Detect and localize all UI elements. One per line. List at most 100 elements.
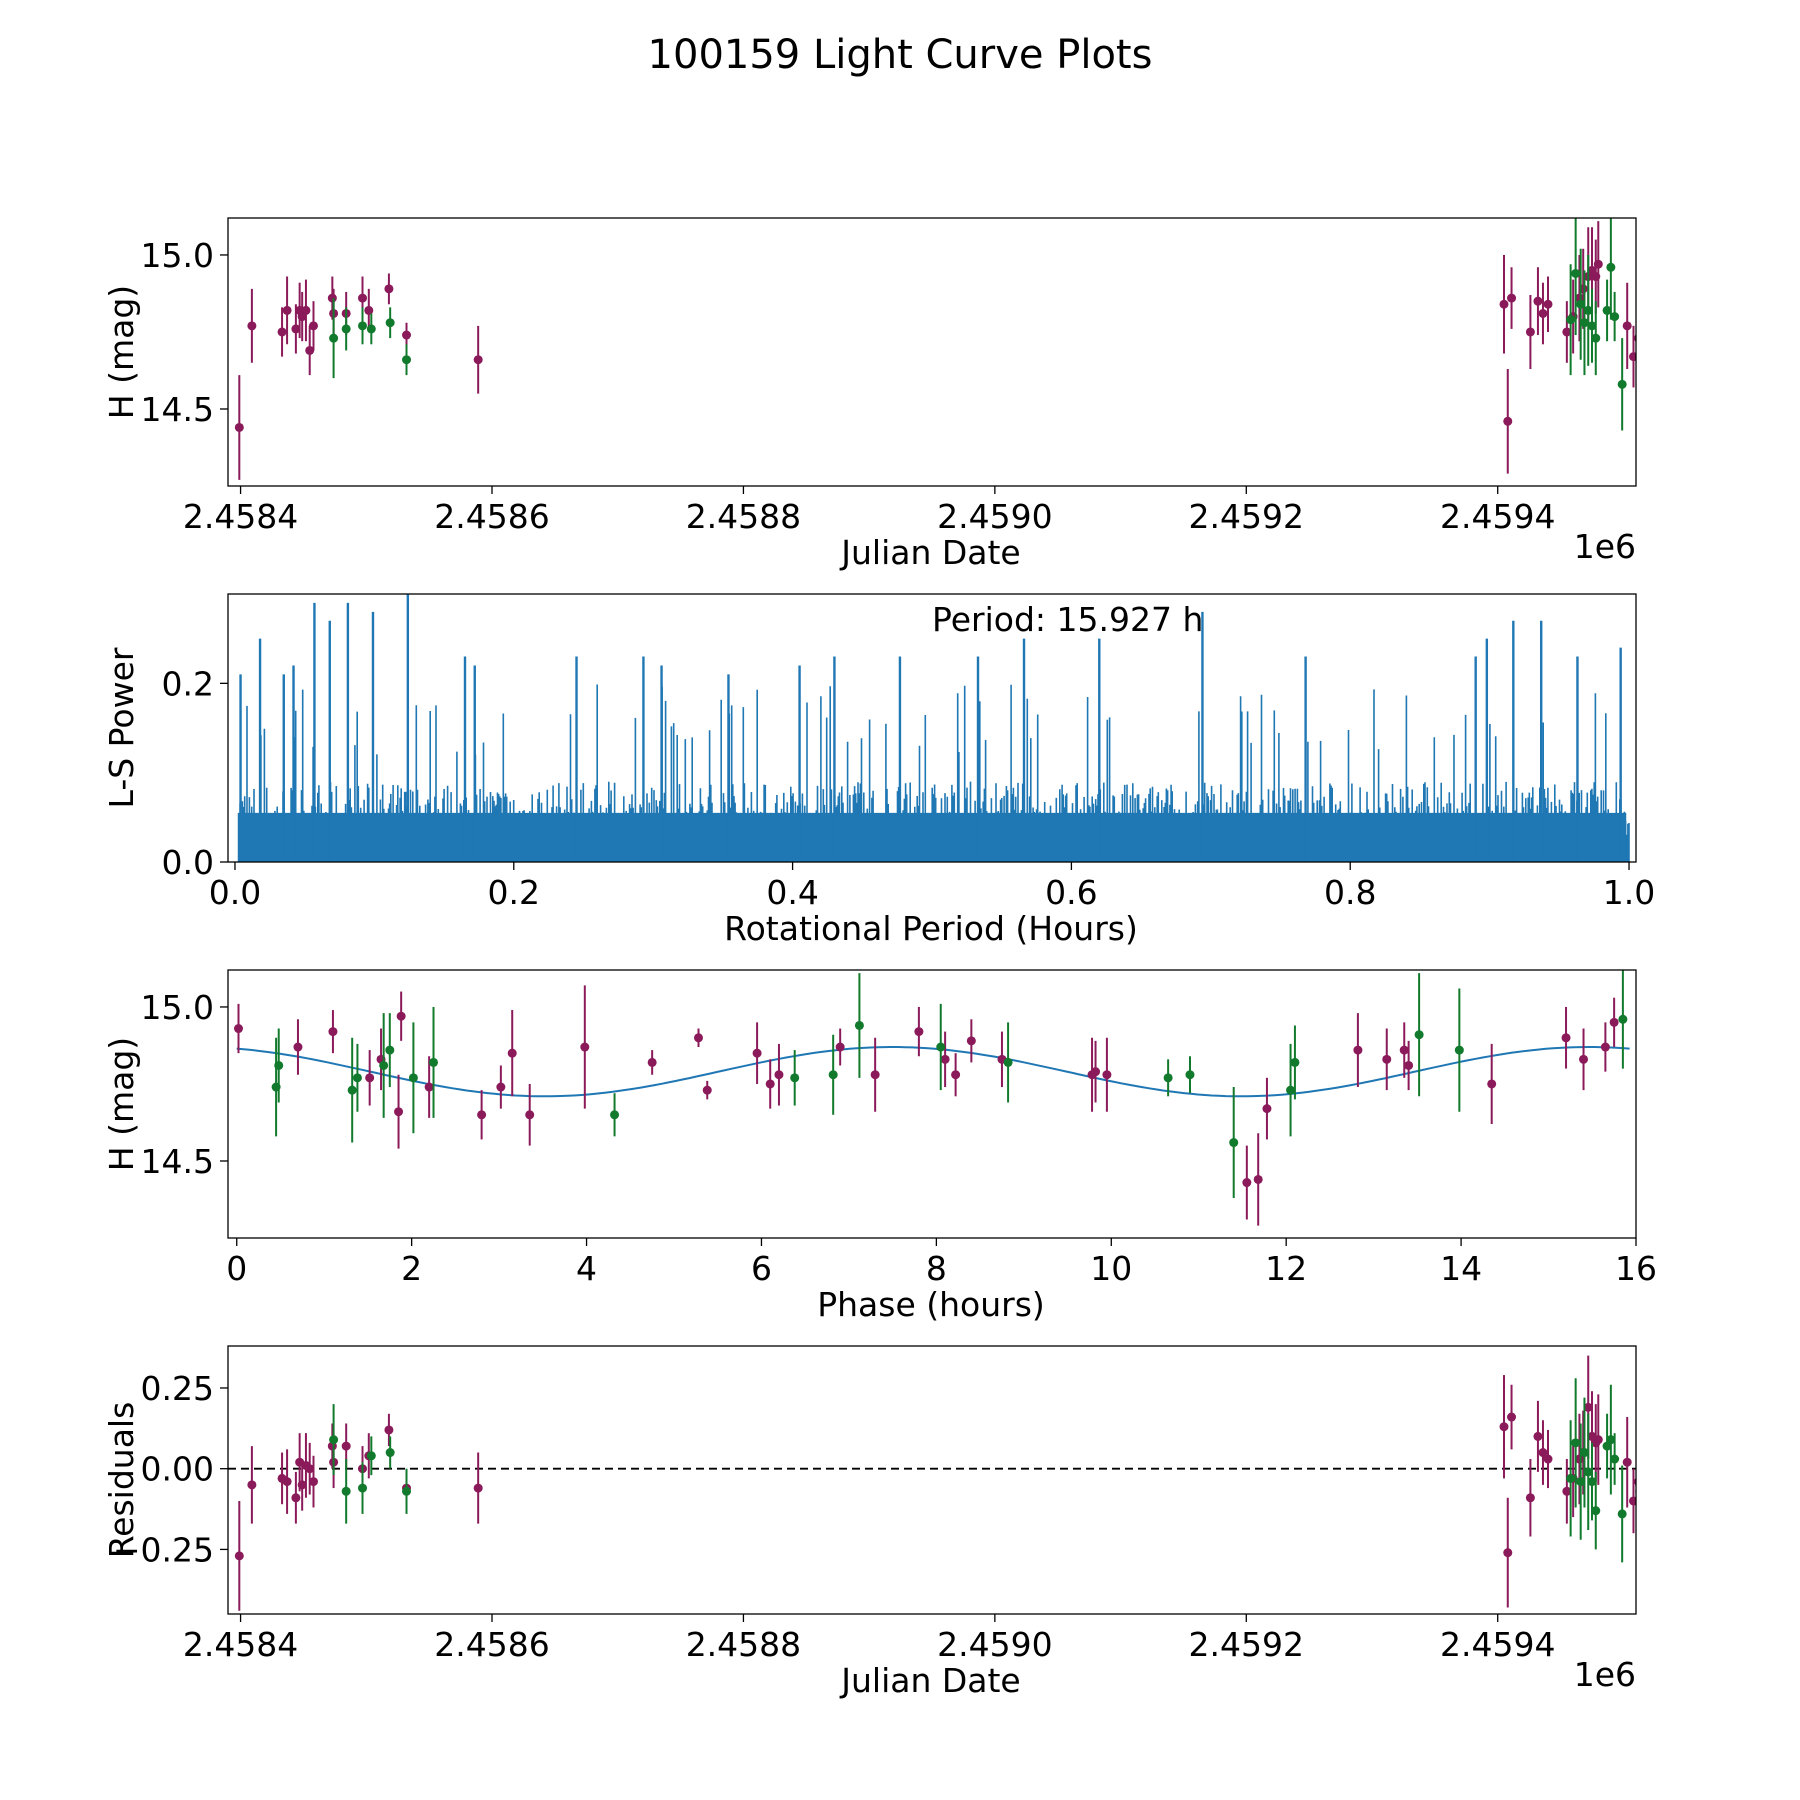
filter-a-point <box>1593 1435 1603 1445</box>
filter-a-point <box>1399 1045 1409 1055</box>
filter-a-point <box>1507 293 1517 303</box>
filter-b-point <box>1587 321 1597 331</box>
filter-b-point <box>1579 1448 1589 1458</box>
filter-a-point <box>473 355 483 365</box>
filter-b-point <box>366 1451 376 1461</box>
filter-a-point <box>1503 416 1513 426</box>
x-tick-label: 14 <box>1440 1249 1482 1288</box>
filter-b-point <box>329 333 339 343</box>
filter-a-point <box>308 1477 318 1487</box>
filter-b-point <box>1163 1073 1173 1083</box>
phase-folded-plot-area <box>233 970 1630 1226</box>
filter-a-point <box>1533 1431 1543 1441</box>
filter-a-point <box>1609 1017 1619 1027</box>
x-tick-label: 0.2 <box>488 873 540 912</box>
filter-b-point <box>1602 305 1612 315</box>
filter-b-point <box>1185 1070 1195 1080</box>
filter-b-point <box>1606 1435 1616 1445</box>
x-tick-label: 2.4584 <box>183 497 298 536</box>
figure-title: 100159 Light Curve Plots <box>648 32 1153 78</box>
filter-b-point <box>1606 262 1616 272</box>
filter-a-point <box>1543 1454 1553 1464</box>
filter-b-point <box>1576 1477 1586 1487</box>
filter-a-point <box>914 1027 924 1037</box>
filter-b-point <box>1566 1473 1576 1483</box>
filter-a-point <box>1622 1457 1632 1467</box>
periodogram-plot-area <box>237 594 1630 862</box>
filter-a-point <box>765 1079 775 1089</box>
y-tick-label: 15.0 <box>141 988 214 1027</box>
fit-curve <box>236 1046 1630 1098</box>
filter-b-point <box>1229 1138 1239 1148</box>
filter-b-point <box>1566 315 1576 325</box>
filter-a-point <box>1600 1042 1610 1052</box>
filter-a-point <box>293 1042 303 1052</box>
filter-a-point <box>1353 1045 1363 1055</box>
filter-a-point <box>384 284 394 294</box>
filter-a-point <box>951 1070 961 1080</box>
filter-b-point <box>402 1486 412 1496</box>
filter-a-point <box>752 1048 762 1058</box>
filter-b-point <box>329 1435 339 1445</box>
filter-b-point <box>1591 333 1601 343</box>
filter-a-point <box>247 1480 257 1490</box>
filter-a-point <box>1562 327 1572 337</box>
x-tick-label: 16 <box>1615 1249 1657 1288</box>
filter-a-point <box>396 1011 406 1021</box>
x-tick-label: 2.4586 <box>434 1625 549 1664</box>
x-tick-label: 2.4594 <box>1440 497 1555 536</box>
filter-a-point <box>308 321 318 331</box>
x-tick-label: 2.4592 <box>1189 1625 1304 1664</box>
filter-a-point <box>1382 1054 1392 1064</box>
filter-a-point <box>1561 1033 1571 1043</box>
filter-b-point <box>341 324 351 334</box>
filter-a-point <box>496 1082 506 1092</box>
filter-a-point <box>1628 1496 1636 1506</box>
filter-b-point <box>1286 1085 1296 1095</box>
y-tick-label: 14.5 <box>141 390 214 429</box>
filter-a-point <box>1622 321 1632 331</box>
periodogram-noise-floor <box>237 812 1627 862</box>
filter-a-point <box>291 324 301 334</box>
filter-a-point <box>940 1054 950 1064</box>
filter-a-point <box>327 293 337 303</box>
x-tick-label: 6 <box>751 1249 772 1288</box>
filter-a-point <box>282 1477 292 1487</box>
filter-a-point <box>1562 1486 1572 1496</box>
filter-b-point <box>790 1073 800 1083</box>
filter-a-point <box>328 1027 338 1037</box>
filter-a-point <box>364 305 374 315</box>
filter-b-point <box>1583 1467 1593 1477</box>
filter-b-point <box>402 355 412 365</box>
x-tick-label: 0.6 <box>1045 873 1097 912</box>
magnitude-vs-date-panel: 2.4584 2.4586 2.4588 2.4590 2.4592 2.4594 14.5… <box>102 217 1637 572</box>
filter-b-point <box>1583 305 1593 315</box>
filter-a-point <box>1499 299 1509 309</box>
filter-a-point <box>835 1042 845 1052</box>
panels: 2.4584 2.4586 2.4588 2.4590 2.4592 2.4594 14.5… <box>102 217 1657 1700</box>
periodogram-panel: Period: 15.927 h 0.0 0.2 0.4 0.6 0.8 1.0 0.0 0.2… <box>102 593 1655 948</box>
filter-a-point <box>1538 1448 1548 1458</box>
filter-a-point <box>1579 1054 1589 1064</box>
filter-b-point <box>429 1057 439 1067</box>
filter-b-point <box>1617 1509 1627 1519</box>
filter-b-point <box>341 1486 351 1496</box>
magnitude-vs-date-frame <box>227 217 1637 487</box>
y-axis-label: L-S Power <box>102 647 141 808</box>
filter-a-point <box>1525 1493 1535 1503</box>
filter-a-point <box>341 1441 351 1451</box>
residuals-panel: 2.4584 2.4586 2.4588 2.4590 2.4592 2.4594 0.25… <box>102 1345 1637 1700</box>
filter-b-point <box>936 1042 946 1052</box>
filter-a-point <box>1253 1174 1263 1184</box>
filter-b-point <box>1576 299 1586 309</box>
filter-b-point <box>1454 1045 1464 1055</box>
filter-a-point <box>647 1057 657 1067</box>
filter-a-point <box>394 1107 404 1117</box>
residuals-frame <box>227 1345 1637 1615</box>
x-offset-label: 1e6 <box>1574 527 1636 566</box>
y-axis-label: Residuals <box>102 1402 141 1559</box>
filter-b-point <box>358 321 368 331</box>
filter-a-point <box>774 1070 784 1080</box>
x-axis-label: Rotational Period (Hours) <box>724 909 1138 948</box>
filter-a-point <box>1533 296 1543 306</box>
